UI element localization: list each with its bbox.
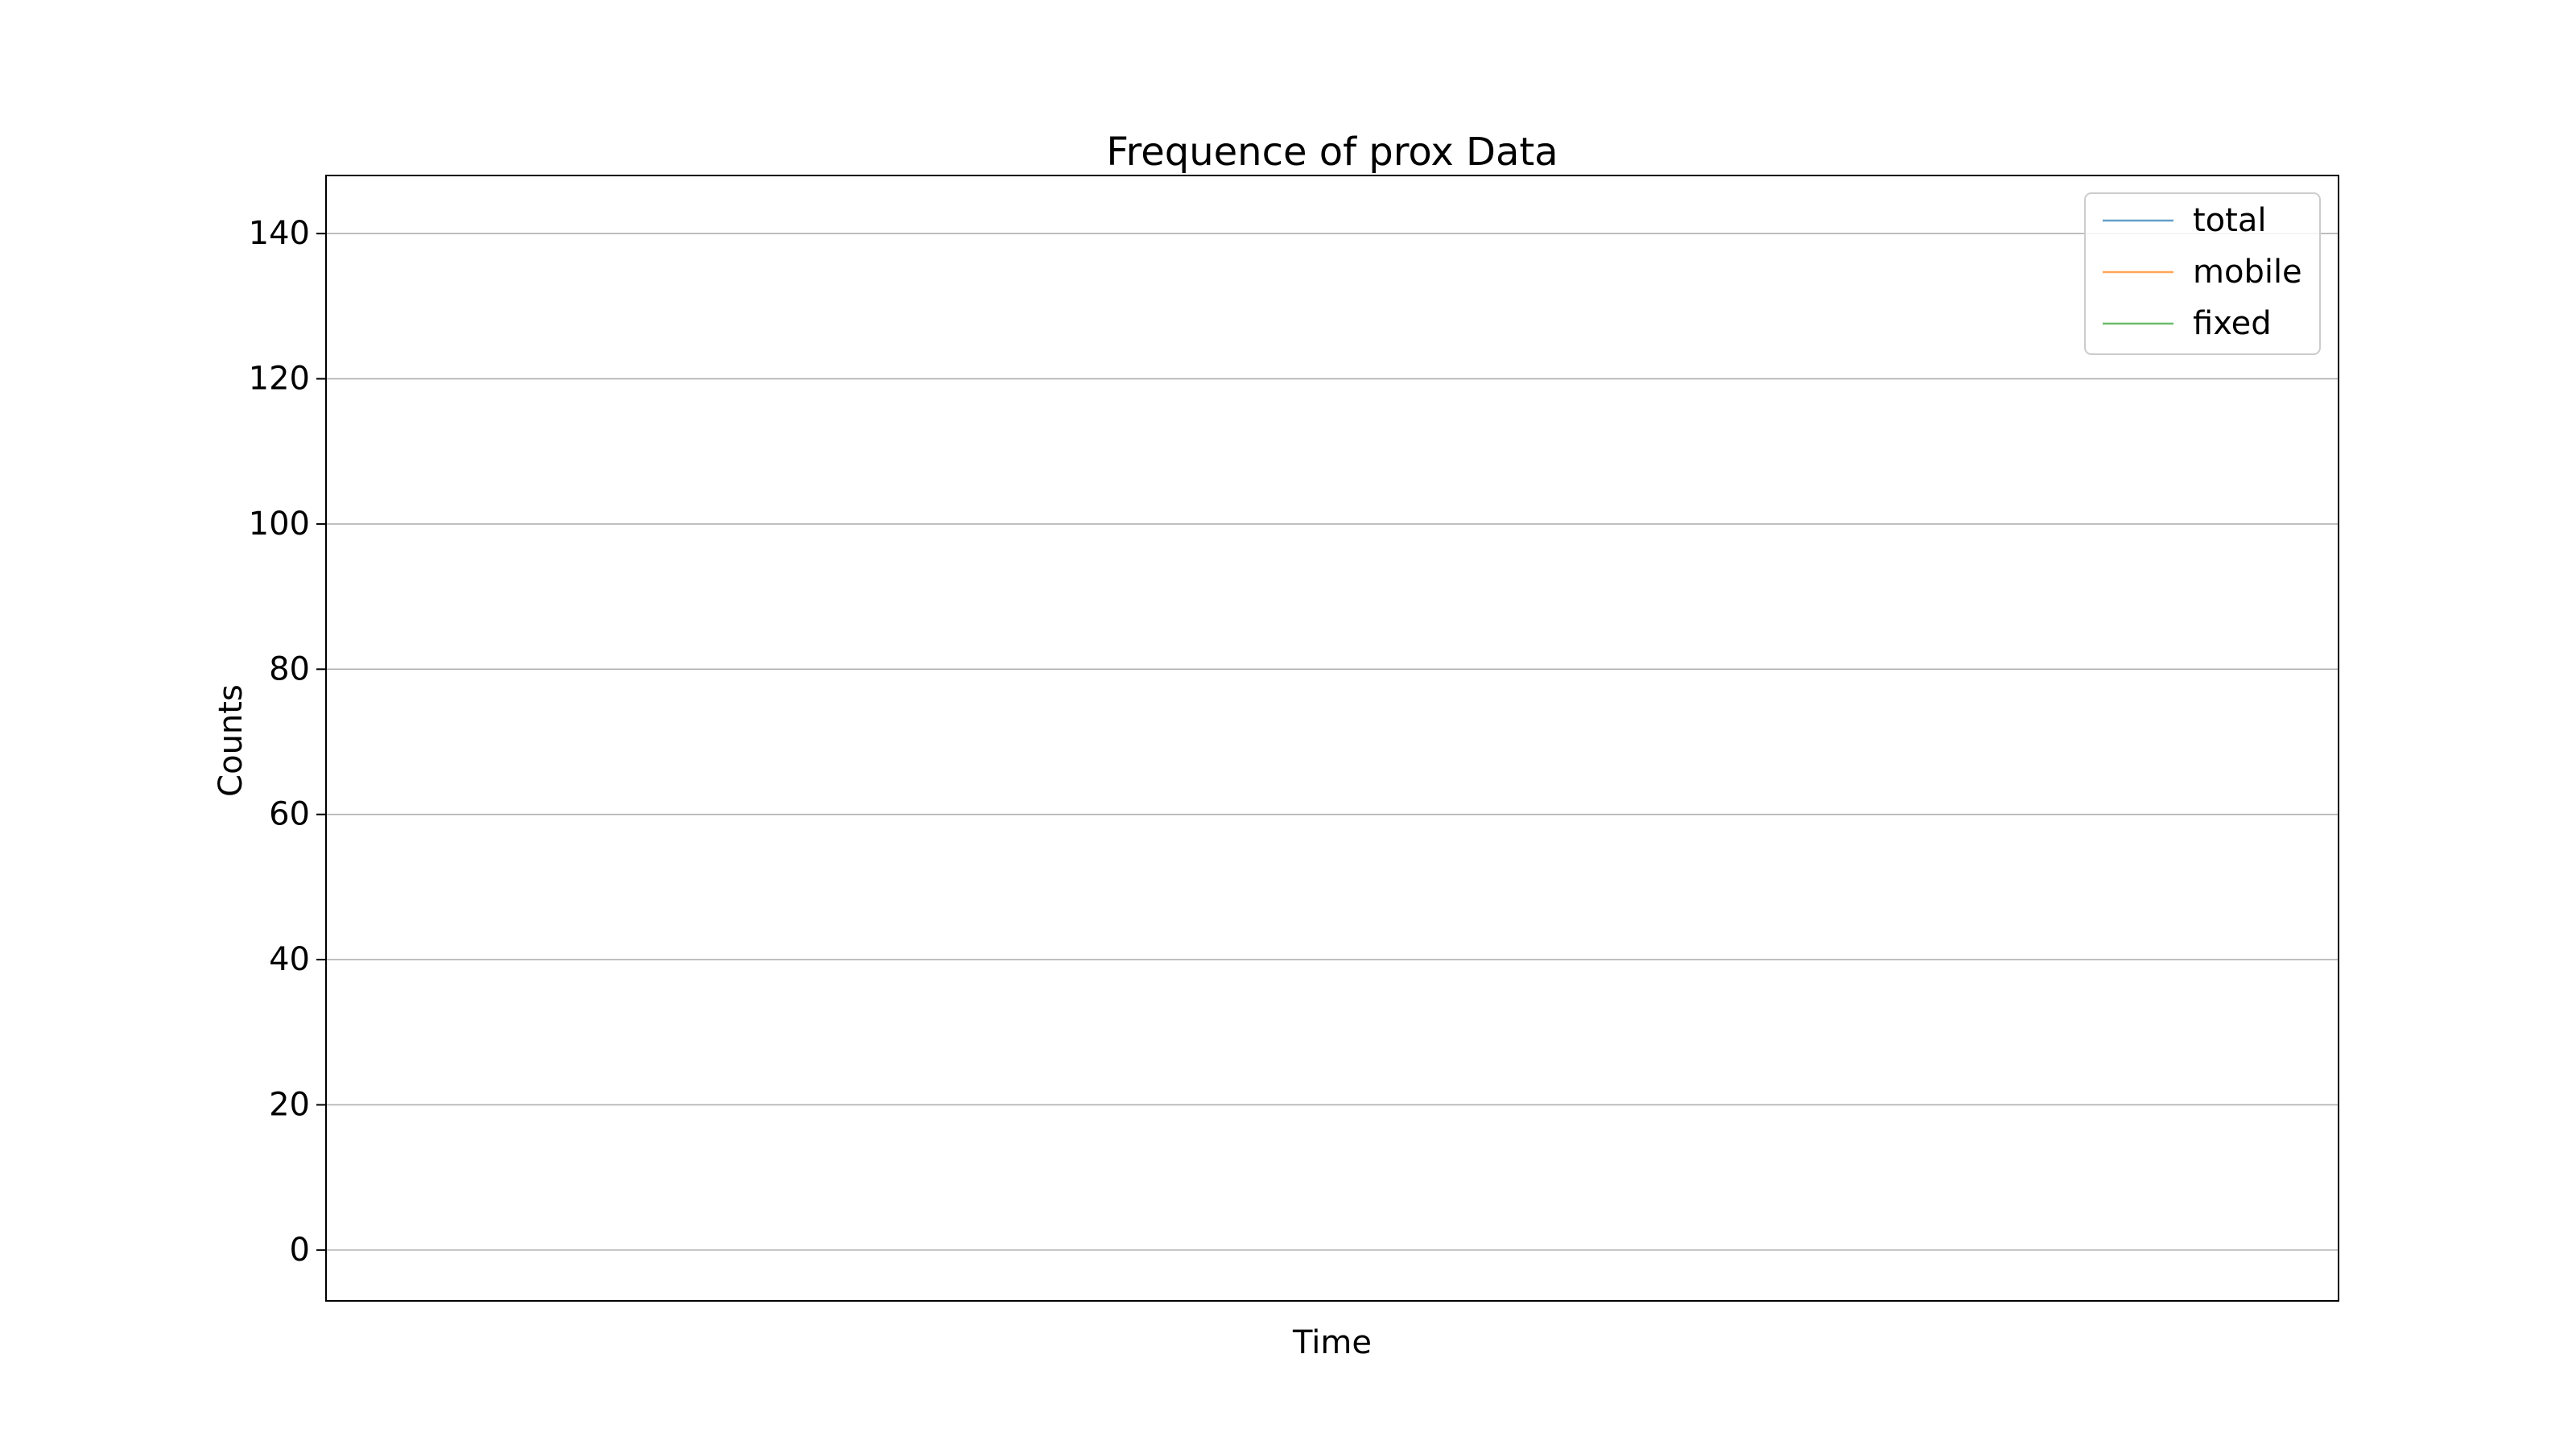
x-axis-label: Time	[1292, 1324, 1372, 1361]
legend-label-total: total	[2193, 202, 2266, 239]
y-tick-label: 80	[269, 650, 310, 687]
y-axis-label: Counts	[213, 684, 250, 797]
y-tick-label: 100	[249, 506, 310, 543]
legend-label-mobile: mobile	[2193, 254, 2302, 291]
y-tick-label: 40	[269, 941, 310, 978]
grid-lines	[326, 233, 2339, 1251]
axes-frame	[325, 175, 2339, 1302]
chart-title: Frequence of prox Data	[1106, 130, 1558, 175]
y-tick-label: 0	[290, 1232, 310, 1269]
legend-frame	[2084, 192, 2321, 355]
legend-label-fixed: fixed	[2193, 305, 2272, 342]
y-tick-label: 140	[249, 215, 310, 252]
y-axis: 0 20 40 60 80 100 120 140	[249, 215, 326, 1269]
y-tick-label: 120	[249, 361, 310, 398]
y-tick-label: 60	[269, 796, 310, 833]
legend: total mobile fixed	[2084, 192, 2321, 355]
y-tick-label: 20	[269, 1086, 310, 1123]
